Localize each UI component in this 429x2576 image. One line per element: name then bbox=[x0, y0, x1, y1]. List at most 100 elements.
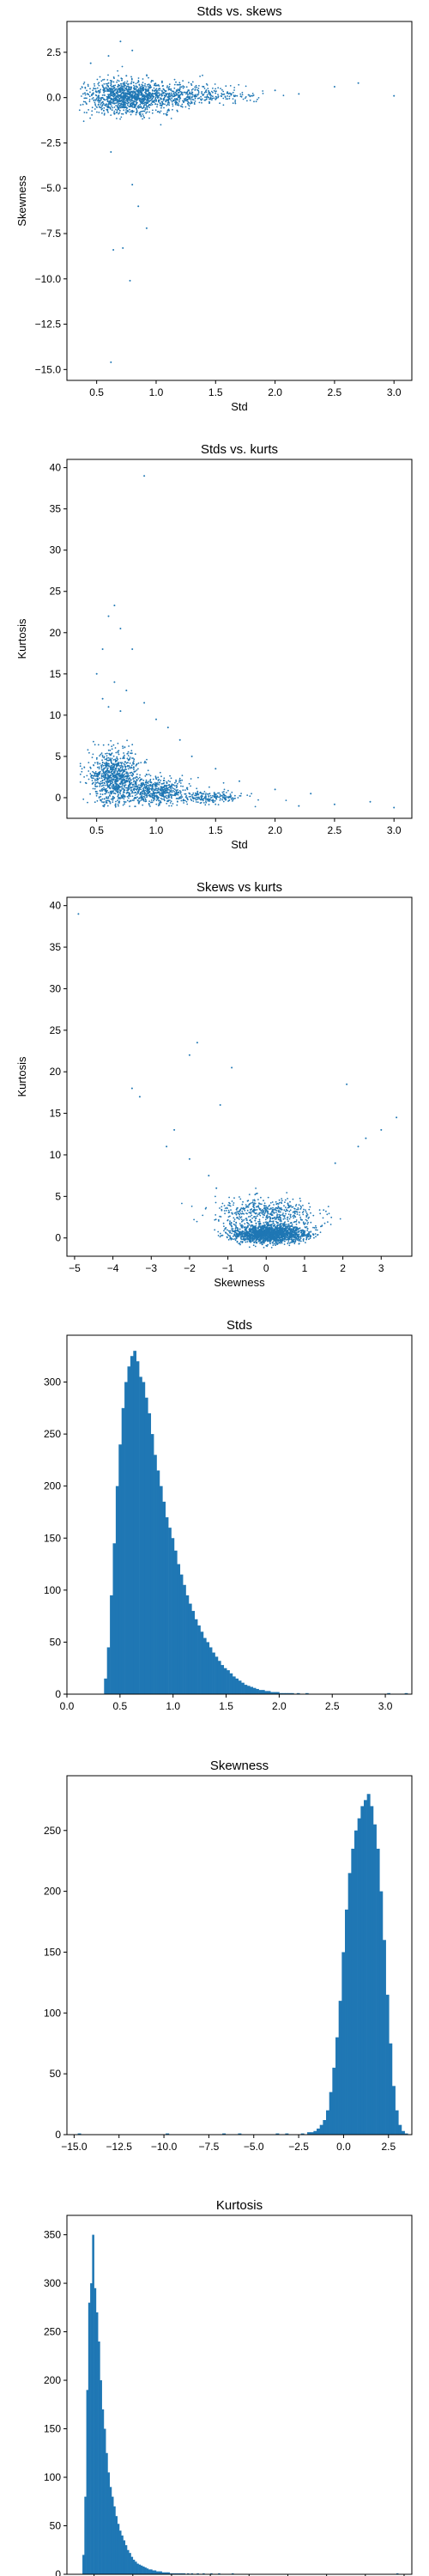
scatter-point bbox=[267, 1229, 269, 1231]
scatter-point bbox=[116, 770, 118, 773]
scatter-point bbox=[242, 1225, 245, 1227]
y-tick-label: −12.5 bbox=[35, 319, 62, 331]
scatter-point bbox=[164, 784, 166, 787]
scatter-point bbox=[123, 83, 124, 85]
scatter-point bbox=[146, 94, 148, 96]
scatter-point bbox=[152, 790, 154, 793]
scatter-point bbox=[131, 112, 133, 113]
scatter-point bbox=[195, 799, 197, 801]
scatter-point bbox=[126, 111, 128, 113]
scatter-point bbox=[131, 791, 134, 793]
scatter-point bbox=[120, 795, 123, 798]
scatter-point bbox=[96, 762, 99, 763]
scatter-point bbox=[221, 791, 224, 793]
scatter-point bbox=[109, 80, 112, 82]
scatter-point bbox=[133, 106, 136, 108]
scatter-point bbox=[100, 799, 102, 802]
scatter-point bbox=[98, 101, 100, 104]
scatter-point bbox=[89, 793, 91, 795]
scatter-point bbox=[194, 89, 196, 91]
scatter-point bbox=[203, 791, 206, 793]
scatter-point bbox=[197, 93, 200, 94]
scatter-point bbox=[109, 776, 112, 779]
scatter-point bbox=[136, 90, 138, 93]
scatter-point bbox=[114, 747, 117, 749]
scatter-point bbox=[241, 1238, 243, 1241]
scatter-point bbox=[296, 1238, 298, 1240]
scatter-point bbox=[133, 758, 136, 761]
scatter-point bbox=[223, 793, 226, 795]
scatter-point bbox=[222, 104, 225, 106]
scatter-point bbox=[87, 749, 89, 751]
scatter-point bbox=[106, 103, 108, 106]
scatter-point bbox=[156, 798, 159, 800]
scatter-point bbox=[153, 799, 154, 802]
scatter-point bbox=[180, 794, 183, 796]
scatter-point bbox=[274, 1225, 276, 1228]
scatter-point bbox=[104, 88, 106, 90]
scatter-point bbox=[116, 756, 118, 758]
scatter-point bbox=[120, 96, 122, 99]
scatter-point bbox=[144, 108, 147, 111]
scatter-point bbox=[154, 89, 156, 92]
scatter-point bbox=[166, 102, 169, 104]
scatter-point bbox=[98, 92, 100, 94]
scatter-point bbox=[86, 89, 88, 92]
scatter-point bbox=[138, 800, 141, 802]
scatter-point bbox=[176, 104, 178, 106]
scatter-point bbox=[275, 1242, 278, 1243]
scatter-point bbox=[204, 804, 207, 806]
scatter-point bbox=[172, 93, 175, 95]
scatter-point bbox=[208, 93, 210, 95]
scatter-point bbox=[140, 102, 142, 105]
y-tick-label: 10 bbox=[50, 709, 62, 721]
scatter-point bbox=[161, 793, 163, 795]
scatter-point bbox=[129, 756, 131, 758]
scatter-point bbox=[189, 96, 190, 98]
scatter-point bbox=[143, 793, 145, 795]
scatter-point bbox=[153, 783, 154, 785]
scatter-point bbox=[133, 792, 136, 794]
scatter-point bbox=[110, 770, 112, 773]
scatter-point bbox=[87, 93, 89, 95]
scatter-point bbox=[209, 94, 211, 96]
scatter-point bbox=[98, 766, 100, 769]
scatter-point bbox=[123, 790, 125, 792]
scatter-point bbox=[109, 802, 112, 805]
scatter-point bbox=[205, 801, 208, 804]
scatter-point bbox=[193, 101, 196, 104]
scatter-point bbox=[130, 82, 132, 85]
scatter-point bbox=[135, 85, 137, 88]
scatter-point bbox=[109, 792, 111, 794]
scatter-point bbox=[101, 773, 103, 775]
scatter-point bbox=[241, 94, 244, 96]
scatter-point bbox=[154, 82, 156, 85]
scatter-point bbox=[104, 764, 106, 767]
scatter-point bbox=[205, 795, 207, 798]
scatter-point bbox=[189, 97, 191, 100]
scatter-point bbox=[171, 797, 173, 799]
scatter-point bbox=[109, 93, 112, 95]
scatter-point bbox=[180, 797, 182, 799]
scatter-point bbox=[117, 79, 118, 82]
scatter-point bbox=[212, 95, 214, 98]
scatter-point bbox=[94, 104, 97, 106]
scatter-point bbox=[106, 775, 109, 777]
scatter-point bbox=[284, 1227, 287, 1230]
scatter-point bbox=[154, 794, 155, 797]
scatter-point bbox=[124, 785, 126, 787]
scatter-point bbox=[297, 1237, 299, 1240]
scatter-point bbox=[96, 779, 99, 781]
scatter-point bbox=[118, 762, 120, 763]
scatter-point bbox=[172, 103, 174, 106]
scatter-point bbox=[157, 805, 160, 807]
scatter-point bbox=[124, 100, 127, 101]
scatter-point bbox=[186, 797, 189, 799]
scatter-point bbox=[127, 83, 129, 86]
scatter-point bbox=[109, 750, 112, 751]
scatter-point bbox=[103, 804, 106, 806]
scatter-point bbox=[118, 801, 120, 804]
scatter-point bbox=[133, 781, 135, 783]
scatter-point bbox=[104, 104, 106, 106]
scatter-point bbox=[220, 88, 221, 89]
